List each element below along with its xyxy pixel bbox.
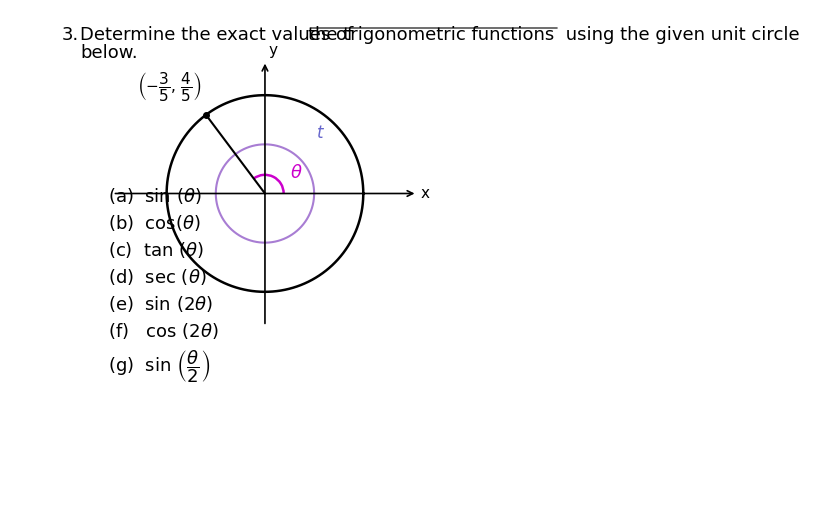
Text: 3.: 3. (62, 26, 79, 44)
Text: (e)  sin $(2\theta)$: (e) sin $(2\theta)$ (108, 294, 213, 314)
Text: $t$: $t$ (316, 124, 325, 142)
Text: (d)  sec $(\theta)$: (d) sec $(\theta)$ (108, 267, 206, 287)
Text: $\left(-\dfrac{3}{5},\,\dfrac{4}{5}\right)$: $\left(-\dfrac{3}{5},\,\dfrac{4}{5}\righ… (136, 70, 201, 103)
Text: x: x (420, 186, 428, 201)
Text: (c)  tan $(\theta)$: (c) tan $(\theta)$ (108, 240, 203, 260)
Text: the trigonometric functions: the trigonometric functions (308, 26, 553, 44)
Text: $\theta$: $\theta$ (289, 164, 302, 182)
Text: y: y (269, 43, 278, 58)
Text: Determine the exact values of: Determine the exact values of (80, 26, 359, 44)
Text: (g)  sin $\left(\dfrac{\theta}{2}\right)$: (g) sin $\left(\dfrac{\theta}{2}\right)$ (108, 348, 210, 384)
Text: below.: below. (80, 44, 137, 62)
Text: (f)   cos $(2\theta)$: (f) cos $(2\theta)$ (108, 321, 218, 341)
Text: using the given unit circle: using the given unit circle (559, 26, 799, 44)
Text: (b)  cos$(\theta)$: (b) cos$(\theta)$ (108, 213, 200, 233)
Text: (a)  sin $(\theta)$: (a) sin $(\theta)$ (108, 186, 201, 206)
